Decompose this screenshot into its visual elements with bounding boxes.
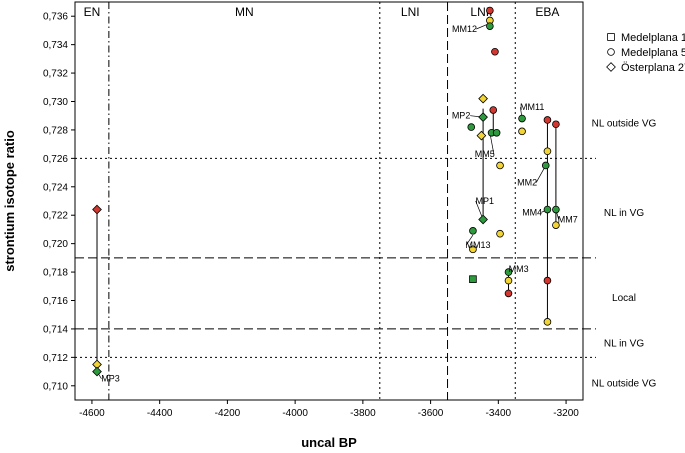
y-tick-label: 0,732 [43, 69, 68, 80]
data-point-circle [543, 276, 552, 285]
data-point-circle [552, 120, 560, 129]
data-point-diamond [478, 214, 488, 225]
data-point-circle [541, 161, 550, 170]
sample-label: MM4 [522, 207, 542, 217]
y-tick-label: 0,718 [43, 268, 68, 279]
data-point-circle [552, 205, 560, 214]
legend-marker-square [607, 33, 615, 41]
x-tick-label: -4200 [215, 408, 241, 419]
y-tick-label: 0,720 [43, 239, 68, 250]
zone-label: Local [612, 293, 636, 304]
y-tick-label: 0,710 [43, 381, 68, 392]
data-point-circle [543, 318, 552, 326]
y-tick-label: 0,712 [43, 353, 68, 364]
x-tick-label: -4600 [79, 408, 105, 419]
axes-layer: 0,710 0,712 0,714 0,716 0,718 0,720 0,722 0,724… [43, 1, 584, 419]
data-point-diamond [92, 366, 102, 377]
legend-label: Österplana 27 [621, 62, 685, 74]
data-point-circle [486, 22, 494, 30]
y-tick-label: 0,726 [43, 154, 68, 165]
x-tick-label: -3400 [486, 408, 512, 419]
data-point-diamond [478, 93, 488, 104]
legend-label: Medelplana 54 [621, 47, 685, 59]
data-point-circle [504, 276, 513, 285]
y-tick-label: 0,714 [43, 324, 68, 335]
data-point-circle [496, 229, 504, 238]
sample-label: MP3 [101, 374, 120, 384]
data-point-circle [496, 161, 504, 170]
y-tick-label: 0,736 [43, 12, 68, 23]
points-layer [92, 6, 560, 377]
sample-label: MM5 [475, 149, 495, 159]
y-tick-label: 0,734 [43, 40, 68, 51]
data-point-square [469, 275, 477, 283]
sample-labels-layer: MP3 MM12 MP2 MM5 MM11 MM2 MP1 MM4 MM7 MM13 MM3 [101, 24, 577, 384]
x-tick-label: -3800 [350, 408, 376, 419]
data-point-diamond [476, 130, 487, 141]
y-tick-label: 0,722 [43, 211, 68, 222]
sample-label: MM12 [452, 24, 477, 34]
y-tick-label: 0,728 [43, 125, 68, 136]
sample-label: MM11 [520, 102, 544, 112]
x-axis-title: uncal BP [301, 435, 357, 450]
data-point-circle [486, 6, 494, 15]
zone-lines-layer: NL outside VG NL in VG Local NL in VG NL out… [75, 118, 657, 389]
data-point-circle [543, 147, 552, 156]
y-tick-label: 0,724 [43, 182, 68, 193]
data-point-circle [504, 268, 513, 276]
data-point-circle [518, 127, 526, 136]
period-label: LNI [401, 5, 420, 19]
sample-label: MP2 [452, 111, 471, 121]
data-point-circle [552, 221, 560, 229]
x-tick-label: -3200 [553, 408, 579, 419]
x-tick-label: -4000 [282, 408, 308, 419]
data-point-circle [504, 289, 513, 298]
sample-label: MP1 [476, 196, 495, 206]
legend-label: Medelplana 18 [621, 32, 685, 44]
data-point-circle [543, 116, 552, 124]
y-tick-label: 0,730 [43, 97, 68, 108]
zone-label: NL in VG [604, 208, 644, 219]
sample-label: MM2 [517, 178, 537, 188]
plot-frame [74, 1, 584, 401]
sample-label: MM13 [466, 240, 491, 250]
period-label: MN [235, 5, 254, 19]
y-tick-label: 0,716 [43, 296, 68, 307]
period-label: EBA [535, 5, 559, 19]
sample-label: MM7 [558, 214, 578, 224]
x-tick-label: -3600 [418, 408, 444, 419]
data-point-circle [543, 205, 552, 214]
data-point-diamond [478, 112, 488, 123]
data-point-circle [469, 227, 477, 235]
period-label: EN [84, 5, 101, 19]
zone-label: NL outside VG [592, 118, 657, 129]
data-point-circle [467, 123, 476, 131]
x-tick-label: -4400 [147, 408, 173, 419]
legend-marker-circle [607, 48, 615, 56]
data-point-circle [492, 128, 501, 137]
legend-marker-diamond [606, 62, 616, 72]
sample-label-leader [465, 234, 474, 246]
zone-label: NL outside VG [592, 378, 657, 389]
data-point-circle [469, 245, 477, 254]
legend: Medelplana 18 Medelplana 54 Österplana 27 [606, 32, 685, 74]
data-point-diamond [92, 204, 102, 215]
period-boundaries-layer: EN MN LNI LNII EBA [84, 2, 559, 400]
y-axis-title: strontium isotope ratio [2, 130, 17, 272]
data-point-circle [489, 106, 498, 114]
data-point-circle [518, 114, 526, 123]
zone-label: NL in VG [604, 339, 644, 350]
data-point-circle [491, 47, 499, 56]
sample-label: MM3 [509, 264, 529, 274]
